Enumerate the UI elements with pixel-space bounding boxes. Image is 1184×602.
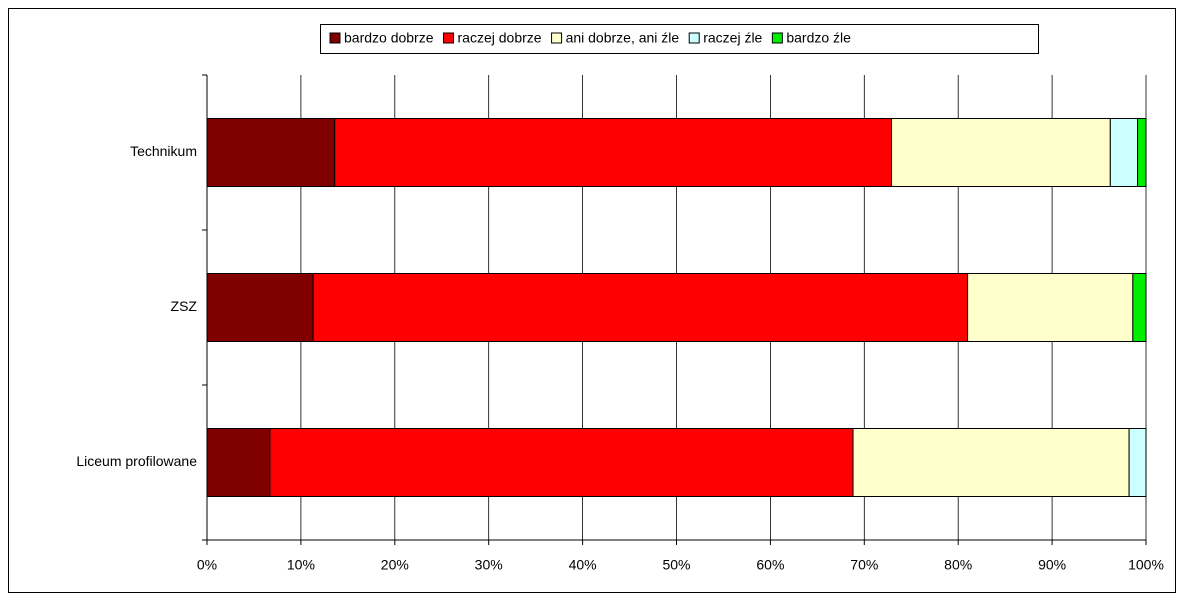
x-tick-label: 50% <box>662 557 690 573</box>
bar-segment <box>1137 118 1147 187</box>
x-tick-label: 0% <box>197 557 217 573</box>
bar-segment <box>1109 118 1139 187</box>
legend-swatch <box>551 32 563 44</box>
x-tick-label: 30% <box>475 557 503 573</box>
x-tick-label: 40% <box>569 557 597 573</box>
legend-swatch <box>329 32 341 44</box>
x-tick-label: 70% <box>850 557 878 573</box>
x-tick-label: 100% <box>1128 557 1164 573</box>
legend-swatch <box>688 32 700 44</box>
legend-swatch <box>443 32 455 44</box>
x-tick-label: 10% <box>287 557 315 573</box>
bar-segment <box>1132 273 1147 342</box>
bar-segment <box>891 118 1111 187</box>
legend-swatch <box>771 32 783 44</box>
legend-label: raczej dobrze <box>458 30 542 46</box>
x-tick-label: 80% <box>944 557 972 573</box>
legend-label: raczej źle <box>703 30 762 46</box>
y-tick-label: Liceum profilowane <box>76 453 197 469</box>
y-tick-label: ZSZ <box>171 298 198 314</box>
legend-label: ani dobrze, ani źle <box>566 30 680 46</box>
bar-segment <box>1128 428 1147 497</box>
legend-label: bardzo źle <box>786 30 851 46</box>
legend-label: bardzo dobrze <box>344 30 434 46</box>
x-tick-label: 90% <box>1038 557 1066 573</box>
bar-segment <box>206 118 336 187</box>
legend-box <box>320 24 1039 54</box>
x-tick-label: 20% <box>381 557 409 573</box>
bar-segment <box>312 273 969 342</box>
y-tick-label: Technikum <box>130 143 197 159</box>
bar-segment <box>852 428 1130 497</box>
bar-segment <box>334 118 893 187</box>
bar-segment <box>967 273 1134 342</box>
bar-segment <box>269 428 854 497</box>
bar-segment <box>206 428 271 497</box>
bar-segment <box>206 273 314 342</box>
x-tick-label: 60% <box>756 557 784 573</box>
